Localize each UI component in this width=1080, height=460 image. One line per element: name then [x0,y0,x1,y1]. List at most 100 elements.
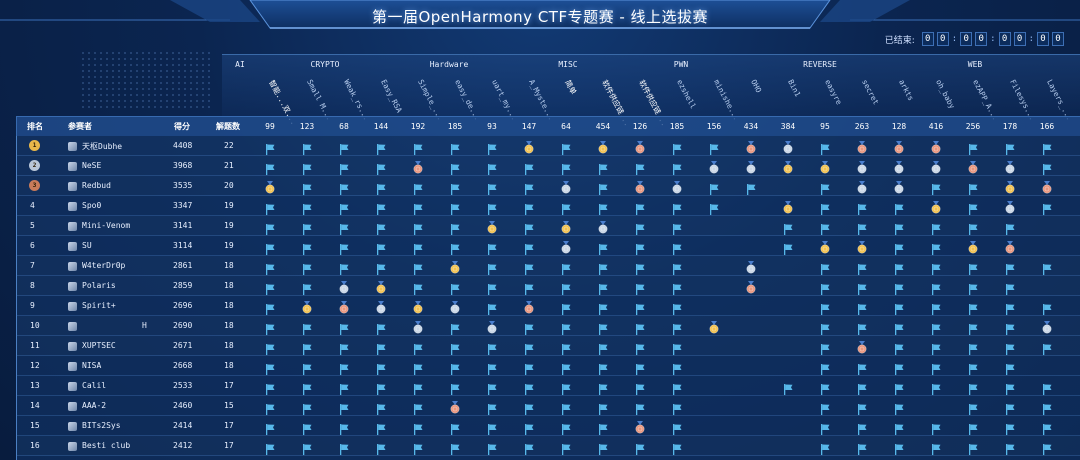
player-score: 3347 [173,201,193,210]
solved-flag-icon [376,200,386,215]
player-score: 2671 [173,341,193,350]
table-row[interactable] [16,296,1080,316]
solved-flag-icon [376,320,386,335]
rank-number: 6 [30,241,35,250]
solved-flag-icon [487,400,497,415]
solved-flag-icon [931,440,941,455]
first-blood-medal-icon [487,219,497,234]
table-row[interactable] [16,316,1080,336]
solved-flag-icon [302,160,312,175]
solved-flag-icon [302,440,312,455]
solved-flag-icon [672,360,682,375]
avatar [68,442,77,451]
solved-flag-icon [561,380,571,395]
table-row[interactable] [16,256,1080,276]
player-name[interactable]: SU [82,241,92,250]
player-score: 2690 [173,321,193,330]
table-row[interactable] [16,436,1080,456]
solved-flag-icon [413,440,423,455]
player-name[interactable]: AAA-2 [82,401,107,410]
solved-flag-icon [1005,440,1015,455]
solved-flag-icon [302,140,312,155]
solved-flag-icon [635,220,645,235]
second-blood-medal-icon [894,159,904,174]
table-row[interactable] [16,236,1080,256]
table-row[interactable] [16,396,1080,416]
rank-number: 13 [30,381,40,390]
table-row[interactable] [16,156,1080,176]
solved-flag-icon [450,360,460,375]
player-name[interactable]: Spo0 [82,201,102,210]
solved-flag-icon [524,280,534,295]
solved-flag-icon [968,440,978,455]
avatar [68,342,77,351]
player-name[interactable]: H [142,321,147,330]
third-blood-medal-icon [635,419,645,434]
solved-flag-icon [857,360,867,375]
player-name[interactable]: Mini-Venom [82,221,131,230]
table-row[interactable] [16,216,1080,236]
solved-flag-icon [302,240,312,255]
solved-flag-icon [857,440,867,455]
table-row[interactable] [16,336,1080,356]
solved-flag-icon [820,340,830,355]
player-score: 2861 [173,261,193,270]
table-row[interactable] [16,356,1080,376]
player-name[interactable]: Calil [82,381,107,390]
player-score: 2460 [173,401,193,410]
table-row[interactable] [16,136,1080,156]
category-ai: AI [235,60,245,69]
solved-flag-icon [598,240,608,255]
solved-flag-icon [857,200,867,215]
player-name[interactable]: BITs2Sys [82,421,121,430]
solved-flag-icon [339,440,349,455]
solved-flag-icon [339,360,349,375]
solved-count: 22 [224,141,234,150]
solved-flag-icon [450,220,460,235]
player-name[interactable]: NISA [82,361,102,370]
category-hardware: Hardware [429,60,469,69]
table-row[interactable] [16,276,1080,296]
solved-flag-icon [968,340,978,355]
solved-flag-icon [598,360,608,375]
table-row[interactable] [16,176,1080,196]
player-name[interactable]: XUPTSEC [82,341,116,350]
player-score: 2414 [173,421,193,430]
solved-flag-icon [376,420,386,435]
player-name[interactable]: Polaris [82,281,116,290]
first-blood-medal-icon [820,239,830,254]
player-name[interactable]: NeSE [82,161,102,170]
solved-flag-icon [524,360,534,375]
solved-count: 18 [224,301,234,310]
player-name[interactable]: Besti club [82,441,131,450]
solved-flag-icon [302,360,312,375]
challenge-points: 178 [1002,122,1018,131]
solved-flag-icon [339,380,349,395]
solved-flag-icon [820,200,830,215]
player-name[interactable]: 天枢Dubhe [82,142,123,151]
third-blood-medal-icon [635,179,645,194]
challenge-points: 434 [743,122,759,131]
solved-flag-icon [302,340,312,355]
solved-flag-icon [820,440,830,455]
solved-flag-icon [339,160,349,175]
solved-flag-icon [894,260,904,275]
solved-flag-icon [709,140,719,155]
table-row[interactable] [16,416,1080,436]
challenge-points: 99 [265,122,275,131]
solved-flag-icon [598,200,608,215]
player-name[interactable]: W4terDr0p [82,261,126,270]
solved-flag-icon [524,400,534,415]
solved-flag-icon [302,380,312,395]
player-name[interactable]: Spirit+ [82,301,116,310]
solved-flag-icon [672,420,682,435]
avatar [68,282,77,291]
table-row[interactable] [16,196,1080,216]
solved-count: 18 [224,341,234,350]
solved-flag-icon [672,200,682,215]
table-row[interactable] [16,376,1080,396]
player-name[interactable]: Redbud [82,181,111,190]
avatar [68,362,77,371]
solved-flag-icon [413,400,423,415]
solved-flag-icon [857,280,867,295]
